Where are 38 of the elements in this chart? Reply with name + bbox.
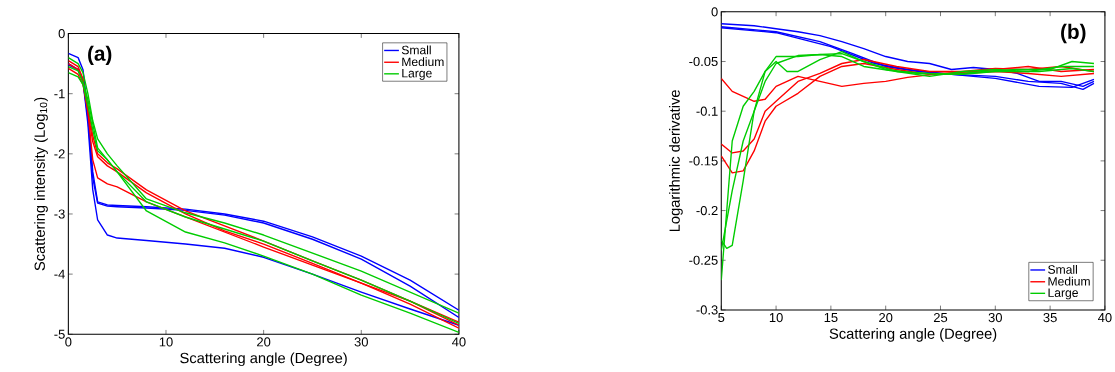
y-tick-label: -0.3	[696, 305, 718, 315]
x-tick-label: 25	[933, 313, 948, 323]
x-tick-label: 35	[1043, 313, 1057, 323]
legend-label: Medium	[1048, 276, 1090, 286]
y-tick-label: -0.2	[696, 206, 718, 216]
y-tick-label: -0.15	[689, 156, 718, 166]
y-tick-label: 0	[711, 7, 718, 17]
y-tick-label: -1	[54, 89, 65, 99]
legend-label: Large	[402, 69, 432, 81]
x-tick-label: 30	[988, 313, 1002, 323]
y-tick-label: -4	[54, 269, 65, 279]
x-tick-label: 15	[824, 313, 838, 323]
x-axis-title: Scattering angle (Degree)	[180, 352, 347, 367]
y-tick-label: -3	[54, 209, 65, 219]
x-tick-label: 20	[257, 337, 271, 347]
x-tick-label: 5	[718, 313, 725, 323]
x-tick-label: 20	[879, 313, 893, 323]
x-tick-label: 40	[1098, 313, 1112, 323]
y-tick-label: -0.1	[696, 106, 718, 116]
y-axis-title: Logarithmic derivative	[669, 90, 683, 232]
x-tick-label: 10	[769, 313, 783, 323]
legend-label: Small	[1048, 265, 1077, 275]
x-axis-title: Scattering angle (Degree)	[829, 328, 997, 343]
x-tick-label: 10	[159, 337, 173, 347]
legend-label: Large	[1048, 288, 1078, 300]
legend-label: Small	[401, 45, 431, 55]
annotation: (b)	[1061, 24, 1086, 44]
y-tick-label: -2	[54, 149, 65, 159]
legend-label: Medium	[402, 57, 444, 67]
annotation: (a)	[88, 45, 112, 66]
y-tick-label: -0.25	[689, 255, 718, 266]
x-tick-label: 0	[65, 337, 72, 347]
x-tick-label: 40	[452, 337, 466, 347]
y-tick-label: -5	[54, 329, 65, 339]
x-tick-label: 30	[354, 337, 368, 347]
y-axis-title: Scattering intensity (Log$_{10}$)	[34, 97, 48, 271]
y-tick-label: 0	[58, 29, 65, 39]
y-tick-label: -0.05	[689, 57, 718, 67]
